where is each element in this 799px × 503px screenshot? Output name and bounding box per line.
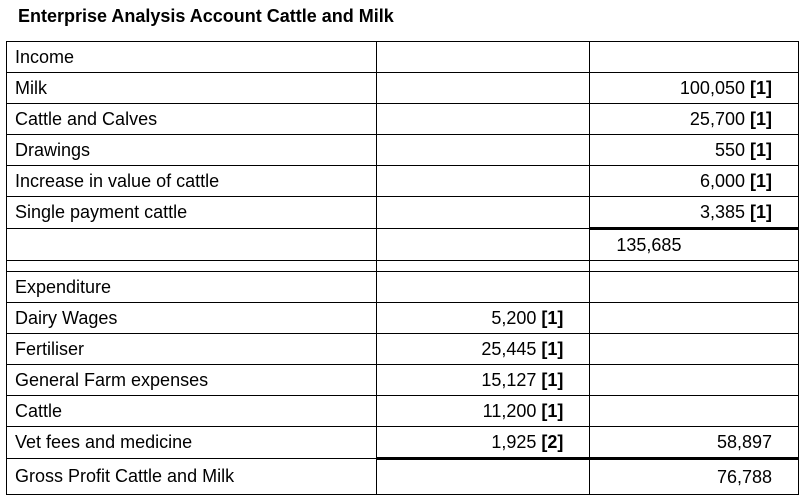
mark-badge: [1] xyxy=(541,400,564,421)
table-row: Single payment cattle 3,385 [1] xyxy=(6,196,799,230)
row-value: 5,200 xyxy=(491,307,537,328)
table-row: Dairy Wages 5,200 [1] xyxy=(6,302,799,334)
table-row: Increase in value of cattle 6,000 [1] xyxy=(6,165,799,197)
table-row: Vet fees and medicine 1,925 [2] 58,897 xyxy=(6,426,799,460)
row-label: Increase in value of cattle xyxy=(6,165,377,197)
row-value: 25,700 xyxy=(689,108,745,129)
table-row: Expenditure xyxy=(6,271,799,303)
row-label: Dairy Wages xyxy=(6,302,377,334)
gross-profit-value: 76,788 xyxy=(589,458,799,495)
page-title: Enterprise Analysis Account Cattle and M… xyxy=(18,6,394,26)
account-table: Income Milk 100,050 [1] Cattle and Calve… xyxy=(6,41,799,495)
row-value: 11,200 xyxy=(482,400,537,421)
row-value: 1,925 xyxy=(491,431,537,452)
table-row: Fertiliser 25,445 [1] xyxy=(6,333,799,365)
expenditure-heading: Expenditure xyxy=(6,271,377,303)
row-label: Single payment cattle xyxy=(6,196,377,229)
row-value: 550 xyxy=(714,139,745,160)
table-row: 135,685 xyxy=(6,228,799,261)
row-value: 6,000 xyxy=(699,170,745,191)
row-label: Drawings xyxy=(6,134,377,166)
row-label: General Farm expenses xyxy=(6,364,377,396)
row-value: 100,050 xyxy=(679,77,745,98)
mark-badge: [2] xyxy=(541,431,564,452)
expenditure-total: 58,897 xyxy=(589,426,799,460)
table-row: Milk 100,050 [1] xyxy=(6,72,799,104)
mark-badge: [1] xyxy=(750,108,772,129)
mark-badge: [1] xyxy=(750,201,772,222)
mark-badge: [1] xyxy=(750,170,772,191)
table-row: Cattle and Calves 25,700 [1] xyxy=(6,103,799,135)
mark-badge: [1] xyxy=(750,139,772,160)
table-row: Gross Profit Cattle and Milk 76,788 xyxy=(6,458,799,495)
mark-badge: [1] xyxy=(541,307,564,328)
row-label: Milk xyxy=(6,72,377,104)
table-row: Cattle 11,200 [1] xyxy=(6,395,799,427)
row-label: Cattle xyxy=(6,395,377,427)
table-row xyxy=(6,260,799,272)
row-value: 25,445 xyxy=(481,338,537,359)
row-label: Vet fees and medicine xyxy=(6,426,377,459)
income-total: 135,685 xyxy=(589,228,799,261)
mark-badge: [1] xyxy=(750,77,772,98)
table-row: General Farm expenses 15,127 [1] xyxy=(6,364,799,396)
mark-badge: [1] xyxy=(541,369,564,390)
gross-profit-label: Gross Profit Cattle and Milk xyxy=(6,458,377,495)
income-heading: Income xyxy=(6,41,377,73)
row-label: Fertiliser xyxy=(6,333,377,365)
table-row: Income xyxy=(6,41,799,73)
row-value: 15,127 xyxy=(481,369,537,390)
row-value: 3,385 xyxy=(699,201,745,222)
table-row: Drawings 550 [1] xyxy=(6,134,799,166)
mark-badge: [1] xyxy=(541,338,564,359)
row-label: Cattle and Calves xyxy=(6,103,377,135)
